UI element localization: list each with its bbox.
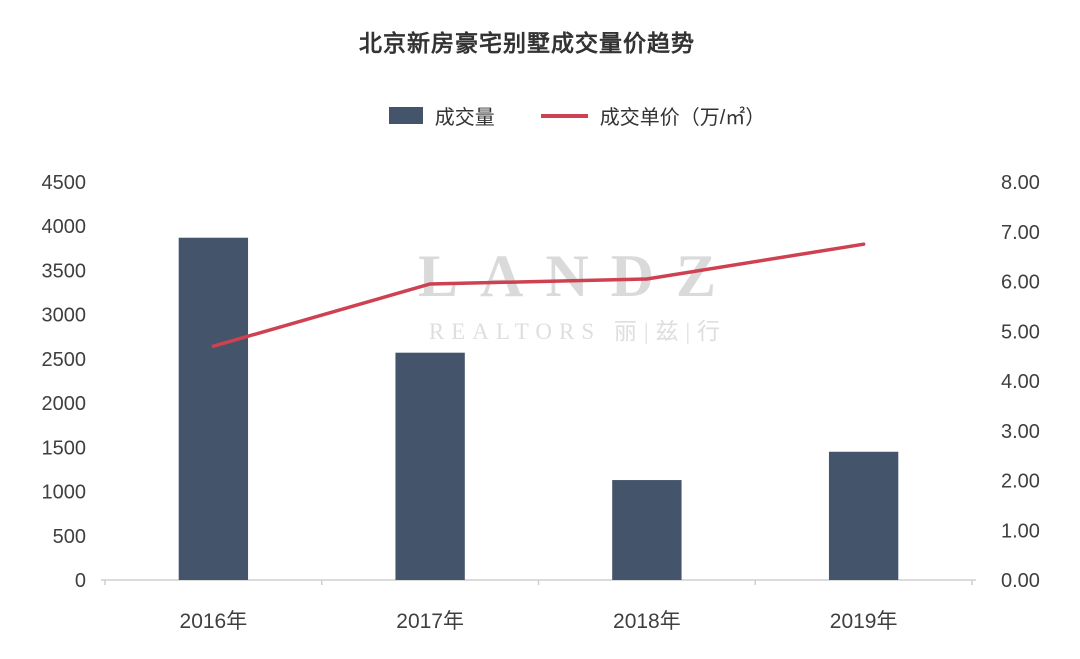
right-axis-tick-label: 1.00 [1001, 520, 1040, 542]
right-axis-tick-label: 6.00 [1001, 272, 1040, 294]
right-axis-tick-label: 2.00 [1001, 471, 1040, 493]
right-axis-tick-label: 3.00 [1001, 421, 1040, 443]
legend-item-price: 成交单价（万/㎡） [540, 101, 766, 130]
line-series-swatch [540, 113, 588, 118]
bar-series-swatch [388, 107, 423, 124]
legend-label-volume: 成交量 [434, 107, 495, 129]
x-axis-label: 2019年 [830, 610, 898, 633]
bar-2019年 [828, 451, 899, 580]
right-axis-tick-label: 8.00 [1001, 172, 1040, 194]
left-axis-tick-label: 1000 [42, 482, 87, 504]
legend: 成交量 成交单价（万/㎡） [37, 101, 1080, 130]
right-axis-tick-label: 4.00 [1001, 371, 1040, 393]
price-line [211, 242, 866, 348]
left-axis-tick-label: 4000 [42, 216, 87, 238]
bar-2018年 [612, 480, 682, 580]
legend-label-price: 成交单价（万/㎡） [599, 107, 766, 129]
bar-2017年 [395, 352, 465, 580]
right-axis-tick-label: 0.00 [1001, 570, 1040, 592]
left-axis-tick-label: 2500 [42, 349, 87, 371]
legend-item-volume: 成交量 [388, 101, 495, 130]
right-axis-tick-label: 5.00 [1001, 321, 1040, 343]
chart-title: 北京新房豪宅别墅成交量价趋势 [359, 30, 695, 56]
left-axis-tick-label: 2000 [42, 393, 87, 415]
x-axis-label: 2016年 [180, 610, 248, 633]
left-axis-tick-label: 3500 [42, 260, 87, 282]
x-axis-label: 2018年 [613, 610, 681, 633]
left-axis-tick-label: 1500 [42, 437, 87, 459]
bar-2016年 [178, 237, 249, 580]
left-axis-tick-label: 3000 [42, 305, 87, 327]
left-axis-tick-label: 0 [75, 570, 86, 592]
x-axis-label: 2017年 [396, 610, 464, 633]
right-axis-tick-label: 7.00 [1001, 222, 1040, 244]
left-axis-tick-label: 500 [53, 526, 86, 548]
left-axis-tick-label: 4500 [42, 172, 87, 194]
